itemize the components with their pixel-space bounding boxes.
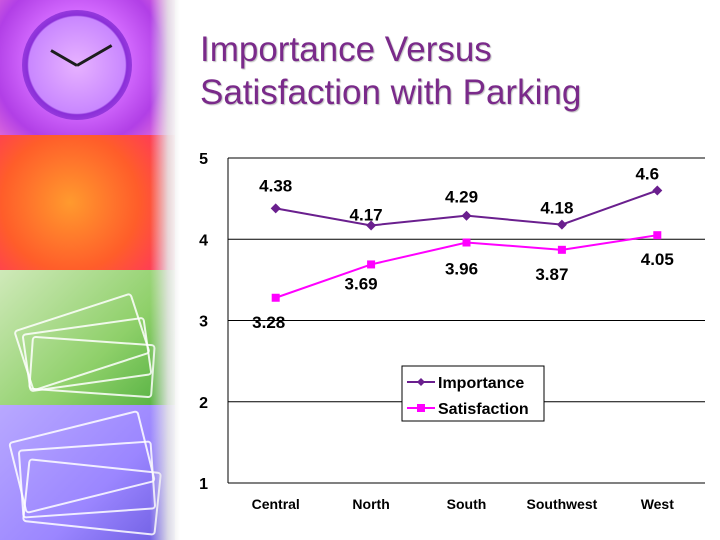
decorative-image-strip: [0, 0, 180, 540]
data-point-importance: [652, 185, 663, 196]
orange-clock-panel: [0, 135, 175, 395]
x-tick-label: West: [641, 496, 675, 512]
x-tick-label: North: [352, 496, 389, 512]
data-label: 4.17: [350, 205, 383, 224]
legend-marker: [417, 378, 425, 386]
slide-title: Importance Versus Satisfaction with Park…: [200, 28, 700, 114]
line-chart: 1 2 3 4 5 Central North South Southwest West 4.38 4…: [199, 151, 705, 512]
data-point-satisfaction: [462, 238, 471, 247]
x-tick-label: South: [447, 496, 487, 512]
title-line-1: Importance Versus: [200, 30, 492, 69]
strip-fade: [150, 0, 180, 540]
y-tick-label: 4: [199, 232, 208, 249]
data-label: 4.6: [635, 165, 659, 184]
data-point-importance: [270, 203, 281, 214]
clock-icon: [22, 10, 132, 120]
data-point-satisfaction: [367, 260, 376, 269]
x-tick-label: Central: [252, 496, 300, 512]
data-point-importance: [366, 220, 377, 231]
x-tick-label: Southwest: [527, 496, 598, 512]
data-point-satisfaction: [271, 293, 280, 302]
legend-box: [401, 365, 545, 422]
data-point-importance: [461, 210, 472, 221]
data-point-importance: [556, 219, 567, 230]
data-label: 3.69: [345, 274, 378, 293]
legend-label: Satisfaction: [438, 401, 529, 418]
data-label: 3.28: [252, 313, 285, 332]
data-label: 3.96: [445, 260, 478, 279]
green-papers-panel: [0, 270, 175, 405]
y-tick-label: 3: [199, 314, 208, 331]
data-point-satisfaction: [557, 245, 566, 254]
legend-label: Importance: [438, 375, 524, 392]
purple-clock-panel: [0, 0, 175, 135]
data-point-satisfaction: [653, 231, 662, 240]
data-label: 3.87: [535, 265, 568, 284]
y-tick-label: 5: [199, 151, 208, 168]
data-label: 4.18: [540, 199, 573, 218]
data-label: 4.05: [641, 250, 674, 269]
data-label: 4.38: [259, 176, 292, 195]
data-label: 4.29: [445, 188, 478, 207]
y-tick-label: 1: [199, 476, 208, 493]
y-tick-label: 2: [199, 395, 208, 412]
violet-papers-panel: [0, 405, 175, 540]
legend-marker: [417, 404, 425, 412]
title-line-2: Satisfaction with Parking: [200, 73, 582, 112]
